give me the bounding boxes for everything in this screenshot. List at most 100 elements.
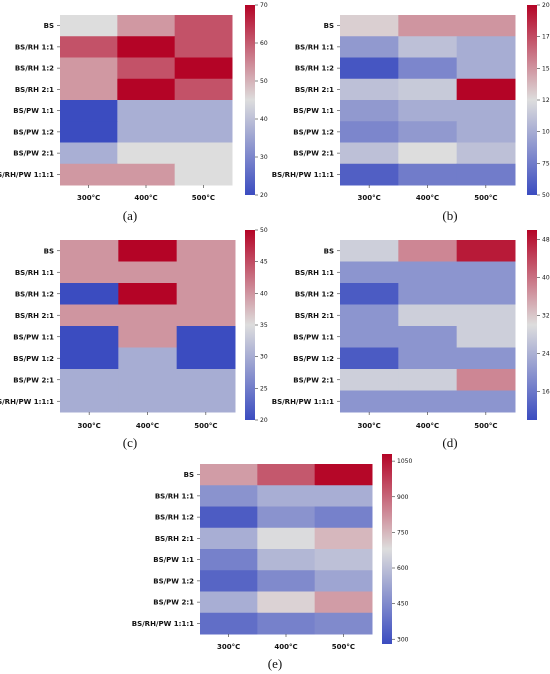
heatmap-cell (314, 485, 373, 507)
heatmap-cell (456, 142, 516, 165)
heatmap-cell (456, 163, 516, 186)
heatmap-cell (117, 163, 176, 186)
heatmap-cell (174, 163, 233, 186)
heatmap-cell (60, 304, 119, 327)
heatmap-cell (456, 326, 516, 348)
heatmap-cell (117, 121, 176, 143)
heatmap-cell (314, 591, 373, 614)
row-label: BS/PW 1:2 (13, 355, 54, 363)
row-label: BS/RH 1:2 (15, 65, 54, 73)
heatmap-cell (340, 369, 399, 391)
row-label: BS/PW 2:1 (13, 376, 54, 384)
heatmap-cell (340, 240, 399, 262)
row-label: BS/PW 1:2 (293, 355, 334, 363)
heatmap-cell (200, 549, 258, 571)
row-label: BS (324, 247, 334, 255)
panel-caption-a: (a) (122, 208, 138, 223)
heatmap-cell (314, 506, 373, 529)
heatmap-cell (118, 261, 178, 284)
row-label: BS/RH 1:2 (295, 65, 334, 73)
colorbar (527, 5, 537, 195)
heatmap-cell (60, 261, 119, 284)
heatmap-cell (340, 283, 399, 305)
row-label: BS/RH 1:1 (15, 43, 54, 51)
row-label: BS/PW 1:1 (13, 333, 54, 341)
heatmap-cell (340, 36, 399, 58)
heatmap-cell (398, 121, 458, 143)
heatmap-cell (340, 347, 399, 370)
row-label: BS/RH/PW 1:1:1 (0, 171, 54, 179)
heatmap-cell (117, 78, 176, 101)
colorbar-tick-label: 40 (260, 290, 268, 297)
colorbar-tick-label: 48 (542, 237, 550, 244)
heatmap-cell (60, 100, 118, 122)
column-label: 500°C (474, 194, 497, 202)
heatmap-cell (60, 15, 118, 37)
row-label: BS/RH 2:1 (155, 535, 194, 543)
colorbar-tick-label: 35 (260, 322, 268, 329)
column-label: 400°C (416, 194, 439, 202)
heatmap-cell (398, 100, 458, 122)
heatmap-svg-e: BS BS/RH 1:1 BS/RH 1:2 BS/RH 2:1 BS/PW 1:1 BS… (132, 454, 412, 651)
row-label: BS/PW 2:1 (293, 376, 334, 384)
heatmap-cell (118, 304, 178, 327)
heatmap-svg-d: BS BS/RH 1:1 BS/RH 1:2 BS/RH 2:1 BS/PW 1:1 BS… (272, 230, 550, 430)
heatmap-cell (60, 240, 119, 262)
heatmap-panel-e: BS BS/RH 1:1 BS/RH 1:2 BS/RH 2:1 BS/PW 1:1 BS… (132, 449, 412, 674)
row-label: BS/RH 1:1 (295, 269, 334, 277)
heatmap-cell (174, 78, 233, 101)
column-label: 400°C (274, 643, 297, 651)
column-label: 300°C (358, 422, 381, 430)
colorbar-tick-label: 100 (542, 129, 550, 136)
heatmap-cell (398, 142, 458, 165)
row-label: BS/RH 1:2 (155, 514, 194, 522)
colorbar-tick-label: 600 (397, 565, 409, 572)
heatmap-cell (456, 100, 516, 122)
colorbar-tick-label: 40 (260, 116, 268, 123)
row-label: BS/PW 1:1 (153, 556, 194, 564)
colorbar-tick-label: 45 (260, 259, 268, 266)
row-label: BS/PW 1:2 (153, 577, 194, 585)
heatmap-cell (176, 326, 236, 348)
colorbar-tick-label: 750 (397, 529, 409, 536)
heatmap-cell (257, 549, 316, 571)
heatmap-cell (257, 464, 316, 486)
heatmap-cell (200, 591, 258, 614)
panel-caption-b: (b) (442, 208, 458, 223)
heatmap-cell (456, 121, 516, 143)
heatmap-cell (456, 57, 516, 80)
heatmap-cell (257, 527, 316, 550)
row-label: BS (324, 22, 334, 30)
heatmap-cell (456, 240, 516, 262)
heatmap-cell (60, 283, 119, 305)
colorbar-tick-label: 25 (260, 385, 268, 392)
heatmap-cell (314, 612, 373, 635)
colorbar-tick-label: 16 (542, 389, 550, 396)
heatmap-svg-a: BS BS/RH 1:1 BS/RH 1:2 BS/RH 2:1 BS/PW 1:1 BS… (0, 2, 268, 202)
heatmap-cell (398, 304, 458, 327)
heatmap-cell (314, 570, 373, 592)
colorbar-tick-label: 900 (397, 494, 409, 501)
row-label: BS/RH 2:1 (15, 86, 54, 94)
column-label: 500°C (332, 643, 355, 651)
heatmap-cell (398, 163, 458, 186)
heatmap-cell (117, 142, 176, 165)
colorbar-tick-label: 200 (542, 2, 550, 9)
row-label: BS/RH/PW 1:1:1 (272, 398, 334, 406)
row-label: BS/RH/PW 1:1:1 (272, 171, 334, 179)
column-label: 300°C (217, 643, 240, 651)
heatmap-cell (456, 347, 516, 370)
column-label: 400°C (136, 422, 159, 430)
heatmap-cell (60, 36, 118, 58)
heatmap-cell (200, 506, 258, 529)
colorbar (245, 230, 255, 420)
heatmap-cell (200, 612, 258, 635)
colorbar (245, 5, 255, 195)
row-label: BS/PW 1:2 (293, 128, 334, 136)
heatmap-cell (60, 163, 118, 186)
colorbar-tick-label: 300 (397, 636, 409, 643)
row-label: BS/PW 1:1 (293, 333, 334, 341)
colorbar-tick-label: 70 (260, 2, 268, 9)
colorbar-tick-label: 125 (542, 97, 550, 104)
heatmap-cell (340, 390, 399, 413)
